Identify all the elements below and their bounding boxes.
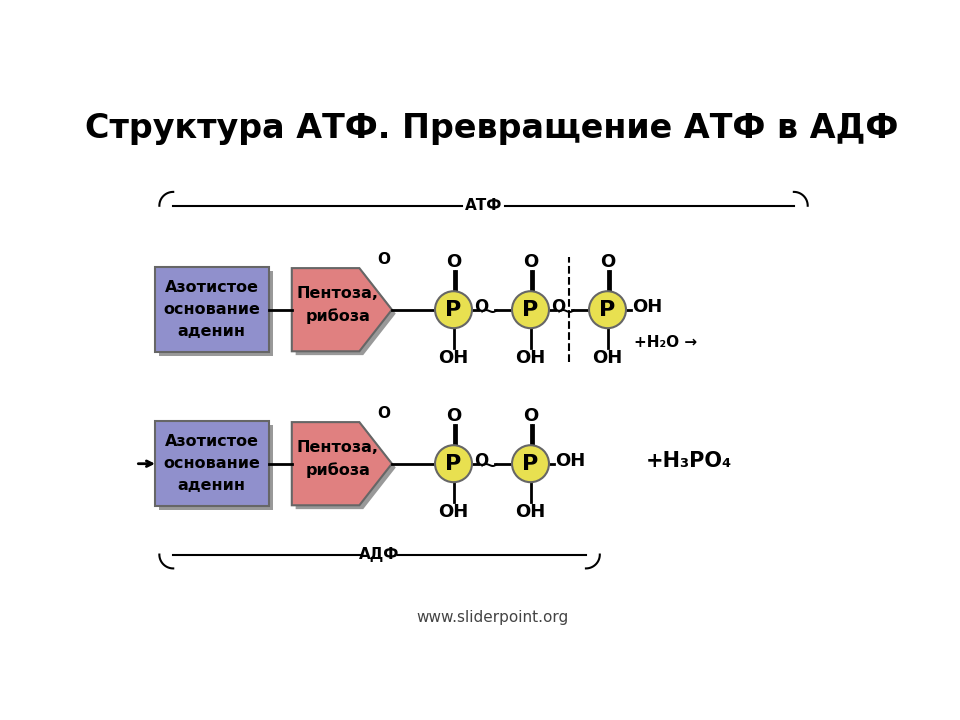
- FancyBboxPatch shape: [158, 426, 273, 510]
- Ellipse shape: [589, 291, 626, 328]
- Polygon shape: [296, 426, 396, 509]
- Text: +Н₃РО₄: +Н₃РО₄: [646, 451, 732, 472]
- Text: Р: Р: [445, 454, 462, 474]
- FancyBboxPatch shape: [155, 267, 269, 352]
- Text: Р: Р: [522, 300, 539, 320]
- Text: Р: Р: [599, 300, 615, 320]
- Text: Азотистое
основание
аденин: Азотистое основание аденин: [163, 434, 260, 493]
- FancyBboxPatch shape: [155, 421, 269, 506]
- Text: Р: Р: [445, 300, 462, 320]
- Ellipse shape: [435, 291, 472, 328]
- Ellipse shape: [512, 445, 549, 482]
- Text: www.sliderpoint.org: www.sliderpoint.org: [416, 611, 568, 625]
- Text: АДФ: АДФ: [359, 547, 399, 562]
- Text: ~: ~: [478, 300, 499, 323]
- Text: ОН: ОН: [516, 503, 545, 521]
- Polygon shape: [296, 272, 396, 355]
- Ellipse shape: [512, 291, 549, 328]
- Text: ~: ~: [478, 454, 499, 477]
- Text: О: О: [445, 253, 461, 271]
- Text: Пентоза,
рибоза: Пентоза, рибоза: [297, 440, 379, 478]
- Text: О: О: [523, 407, 539, 425]
- Ellipse shape: [435, 445, 472, 482]
- Text: ОН: ОН: [439, 349, 468, 367]
- Text: Азотистое
основание
аденин: Азотистое основание аденин: [163, 280, 260, 339]
- Text: АТФ: АТФ: [465, 198, 502, 213]
- Text: Структура АТФ. Превращение АТФ в АДФ: Структура АТФ. Превращение АТФ в АДФ: [85, 112, 899, 145]
- Text: О: О: [523, 253, 539, 271]
- Polygon shape: [292, 268, 392, 351]
- Text: Пентоза,
рибоза: Пентоза, рибоза: [297, 286, 379, 324]
- Text: ОН: ОН: [439, 503, 468, 521]
- Text: О: О: [551, 297, 565, 315]
- Text: О: О: [377, 406, 391, 421]
- Text: +H₂O →: +H₂O →: [634, 335, 697, 349]
- Text: ОН: ОН: [633, 298, 662, 316]
- FancyBboxPatch shape: [158, 271, 273, 356]
- Text: ОН: ОН: [556, 452, 586, 470]
- Text: О: О: [474, 451, 489, 469]
- Text: ~: ~: [556, 300, 576, 323]
- Text: О: О: [377, 252, 391, 267]
- Text: ОН: ОН: [516, 349, 545, 367]
- Polygon shape: [292, 422, 392, 505]
- Text: ОН: ОН: [592, 349, 623, 367]
- Text: Р: Р: [522, 454, 539, 474]
- Text: О: О: [474, 297, 489, 315]
- Text: О: О: [445, 407, 461, 425]
- Text: О: О: [600, 253, 615, 271]
